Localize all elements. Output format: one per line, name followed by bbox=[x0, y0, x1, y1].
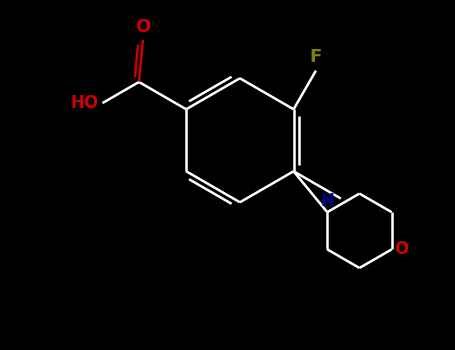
Text: O: O bbox=[135, 18, 151, 36]
Text: O: O bbox=[394, 240, 409, 258]
Text: N: N bbox=[320, 192, 334, 210]
Text: F: F bbox=[310, 48, 322, 66]
Text: HO: HO bbox=[71, 94, 98, 112]
